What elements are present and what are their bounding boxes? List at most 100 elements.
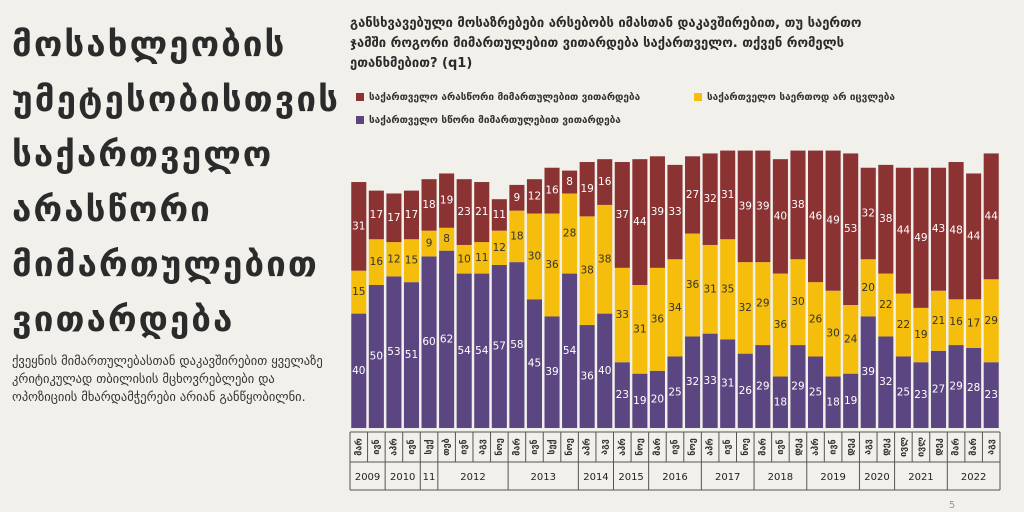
value-label: 23 [914,389,927,401]
x-tick-label: ნოე [495,438,505,455]
value-label: 27 [686,189,699,201]
value-label: 28 [563,228,576,240]
bar-segment [368,285,384,428]
x-tick-label: დეკ [793,438,803,456]
value-label: 12 [493,242,506,254]
bar-segment [720,239,736,340]
value-label: 10 [458,253,471,265]
value-label: 19 [580,183,593,195]
x-tick-label: მარ [757,438,768,456]
value-label: 51 [405,349,418,361]
x-tick-label: მარ [951,438,962,456]
value-label: 16 [370,256,384,268]
bar-segment [526,299,542,428]
bar-segment [456,244,472,274]
bar-segment [562,193,578,274]
value-label: 38 [580,265,593,277]
value-label: 40 [352,365,365,377]
x-tick-label: აპრ [810,438,821,455]
bar-segment [544,316,560,428]
group-label: 2017 [715,472,740,483]
bar-segment [720,150,736,240]
bar-segment [966,299,982,348]
value-label: 37 [616,209,629,221]
x-tick-label: აგვ [864,439,874,455]
value-label: 25 [897,386,910,398]
value-label: 29 [756,381,769,393]
legend-swatch [356,116,364,124]
value-label: 33 [616,309,629,321]
bar-segment [772,159,788,274]
x-tick-label: ივლ [916,437,926,457]
value-label: 19 [440,195,453,207]
value-label: 17 [405,209,418,221]
value-label: 54 [563,345,577,357]
bar-segment [597,204,613,314]
value-label: 29 [949,381,962,393]
bar-segment [351,270,367,314]
value-label: 32 [686,376,699,388]
value-label: 36 [580,371,594,383]
bar-segment [948,162,964,300]
bar-segment [491,264,507,428]
bar-segment [878,273,894,337]
bar-segment [579,216,595,326]
value-label: 23 [458,206,471,218]
bar-segment [983,362,999,428]
x-tick-label: ივლ [899,437,909,457]
value-label: 19 [633,395,646,407]
value-label: 39 [739,200,752,212]
value-label: 32 [879,376,892,388]
value-label: 25 [809,386,822,398]
value-label: 23 [985,389,998,401]
bar-segment [544,213,560,317]
bar-segment [930,167,947,291]
group-label: 11 [423,472,436,483]
value-label: 8 [566,176,573,188]
bar-segment [720,339,736,428]
bar-segment [562,170,578,194]
bar-segment [790,345,806,428]
group-label: 2016 [662,472,687,483]
bar-segment [808,282,824,357]
x-tick-label: ივნ [829,439,839,454]
value-label: 16 [598,176,612,188]
x-tick-label: ივნ [372,439,382,454]
x-tick-label: აგვ [477,439,487,455]
group-label: 2014 [583,472,608,483]
value-label: 57 [493,340,506,352]
bar-segment [790,259,806,346]
value-label: 12 [528,190,541,202]
value-label: 15 [405,255,418,267]
bar-segment [895,293,911,357]
bar-segment [421,230,437,257]
bar-segment [649,370,665,428]
value-label: 9 [514,192,521,204]
value-label: 48 [949,225,962,237]
bar-segment [702,153,718,245]
bar-segment [825,150,841,291]
group-label: 2009 [355,472,380,483]
bar-segment [509,184,525,211]
value-label: 36 [651,313,665,325]
value-label: 39 [756,200,769,212]
bar-segment [913,307,929,363]
value-label: 25 [668,386,681,398]
value-label: 36 [774,319,788,331]
value-label: 11 [475,252,488,264]
value-label: 58 [510,339,523,351]
bar-segment [421,256,437,428]
bar-segment [808,150,824,283]
chart-title: განსხვავებული მოსაზრებები არსებობს იმასთ… [350,16,862,71]
value-label: 31 [703,283,716,295]
bar-segment [685,156,701,234]
x-tick-label: მარ [511,438,522,456]
value-label: 18 [774,396,787,408]
value-label: 44 [967,230,981,242]
bar-segment [913,167,929,308]
bar-segment [351,182,367,271]
bar-segment [667,259,683,357]
bar-segment [860,167,876,260]
bar-segment [614,267,630,363]
bar-segment [509,210,525,263]
